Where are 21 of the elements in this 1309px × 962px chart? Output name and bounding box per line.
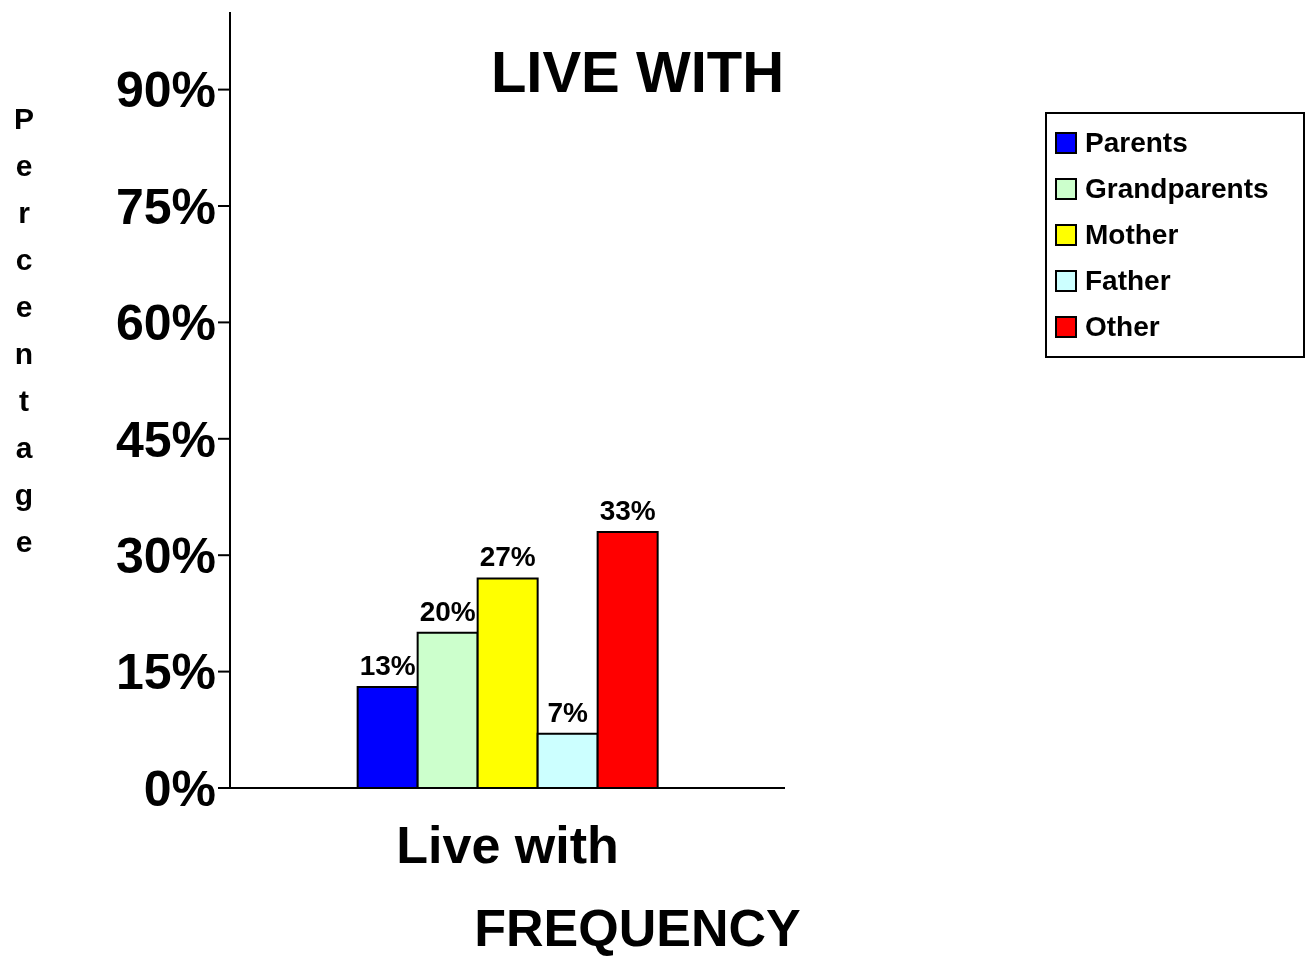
text: LIVE WITH <box>489 38 786 105</box>
legend-label: Father <box>1085 265 1171 297</box>
y-tick-label: 0% <box>143 760 216 817</box>
data-label: 7% <box>547 696 588 728</box>
text: Percentage <box>13 101 35 558</box>
y-tick-label: 60% <box>115 295 216 352</box>
y-tick-label: 45% <box>115 411 216 468</box>
data-label: 20% <box>419 595 476 627</box>
y-tick-label: 75% <box>115 178 216 235</box>
data-label: 33% <box>599 494 656 526</box>
x-tick-label: Live with <box>396 815 619 874</box>
legend-label: Other <box>1085 311 1160 343</box>
x-axis-title: FREQUENCY <box>473 898 802 958</box>
data-label: 13% <box>359 650 416 682</box>
y-tick-label: 15% <box>115 644 216 701</box>
y-tick-label: 90% <box>115 62 216 119</box>
legend-label: Parents <box>1085 127 1188 159</box>
legend-label: Grandparents <box>1085 173 1269 205</box>
legend-label: Mother <box>1085 219 1179 251</box>
y-tick-label: 30% <box>115 527 216 584</box>
data-label: 27% <box>479 541 536 573</box>
